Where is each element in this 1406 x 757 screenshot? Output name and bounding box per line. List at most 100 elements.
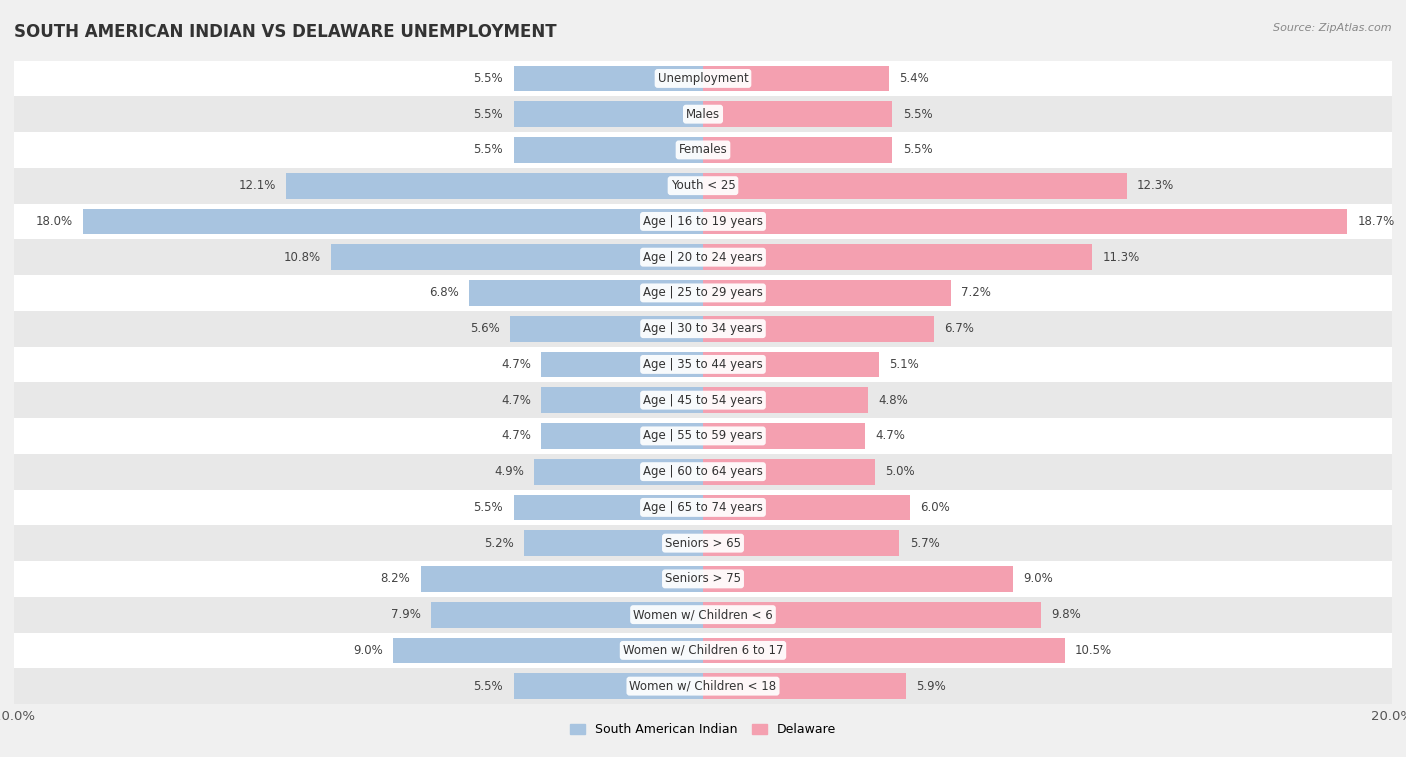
- Text: 9.0%: 9.0%: [353, 644, 382, 657]
- Text: 18.7%: 18.7%: [1358, 215, 1395, 228]
- Bar: [703, 602, 1040, 628]
- Text: 5.0%: 5.0%: [886, 465, 915, 478]
- Text: 12.1%: 12.1%: [239, 179, 276, 192]
- Text: 6.8%: 6.8%: [429, 286, 458, 300]
- Bar: [541, 423, 703, 449]
- Bar: [14, 418, 1392, 453]
- Text: 7.2%: 7.2%: [962, 286, 991, 300]
- Bar: [703, 531, 900, 556]
- Text: Women w/ Children < 6: Women w/ Children < 6: [633, 608, 773, 621]
- Text: 12.3%: 12.3%: [1137, 179, 1174, 192]
- Bar: [703, 673, 907, 699]
- Bar: [14, 561, 1392, 597]
- Bar: [14, 61, 1392, 96]
- Text: 4.7%: 4.7%: [501, 394, 531, 407]
- Text: Age | 60 to 64 years: Age | 60 to 64 years: [643, 465, 763, 478]
- Bar: [420, 566, 703, 592]
- Text: Males: Males: [686, 107, 720, 120]
- Text: 4.7%: 4.7%: [501, 429, 531, 442]
- Bar: [703, 459, 875, 484]
- Text: Females: Females: [679, 143, 727, 157]
- Text: 5.5%: 5.5%: [903, 107, 932, 120]
- Text: Age | 45 to 54 years: Age | 45 to 54 years: [643, 394, 763, 407]
- Bar: [524, 531, 703, 556]
- Bar: [513, 66, 703, 92]
- Text: 5.7%: 5.7%: [910, 537, 939, 550]
- Bar: [703, 494, 910, 520]
- Text: 9.8%: 9.8%: [1050, 608, 1081, 621]
- Text: Age | 25 to 29 years: Age | 25 to 29 years: [643, 286, 763, 300]
- Text: Unemployment: Unemployment: [658, 72, 748, 85]
- Text: Seniors > 75: Seniors > 75: [665, 572, 741, 585]
- Text: Age | 30 to 34 years: Age | 30 to 34 years: [643, 322, 763, 335]
- Bar: [703, 101, 893, 127]
- Bar: [703, 637, 1064, 663]
- Bar: [14, 382, 1392, 418]
- Text: Age | 20 to 24 years: Age | 20 to 24 years: [643, 251, 763, 263]
- Bar: [703, 423, 865, 449]
- Text: 5.5%: 5.5%: [474, 680, 503, 693]
- Bar: [14, 597, 1392, 633]
- Bar: [14, 668, 1392, 704]
- Bar: [703, 173, 1126, 198]
- Text: 5.9%: 5.9%: [917, 680, 946, 693]
- Bar: [14, 633, 1392, 668]
- Bar: [392, 637, 703, 663]
- Bar: [541, 388, 703, 413]
- Bar: [14, 347, 1392, 382]
- Text: 4.7%: 4.7%: [501, 358, 531, 371]
- Text: 8.2%: 8.2%: [381, 572, 411, 585]
- Text: SOUTH AMERICAN INDIAN VS DELAWARE UNEMPLOYMENT: SOUTH AMERICAN INDIAN VS DELAWARE UNEMPL…: [14, 23, 557, 41]
- Text: 5.5%: 5.5%: [474, 143, 503, 157]
- Bar: [541, 351, 703, 377]
- Text: 11.3%: 11.3%: [1102, 251, 1140, 263]
- Text: 10.8%: 10.8%: [284, 251, 321, 263]
- Bar: [14, 490, 1392, 525]
- Bar: [703, 208, 1347, 235]
- Bar: [14, 204, 1392, 239]
- Bar: [430, 602, 703, 628]
- Bar: [703, 388, 869, 413]
- Bar: [703, 137, 893, 163]
- Bar: [513, 101, 703, 127]
- Bar: [703, 280, 950, 306]
- Bar: [14, 311, 1392, 347]
- Text: 4.9%: 4.9%: [494, 465, 524, 478]
- Bar: [703, 66, 889, 92]
- Bar: [513, 137, 703, 163]
- Bar: [14, 239, 1392, 275]
- Text: Age | 35 to 44 years: Age | 35 to 44 years: [643, 358, 763, 371]
- Text: Seniors > 65: Seniors > 65: [665, 537, 741, 550]
- Bar: [14, 525, 1392, 561]
- Legend: South American Indian, Delaware: South American Indian, Delaware: [569, 724, 837, 737]
- Bar: [513, 494, 703, 520]
- Bar: [703, 245, 1092, 270]
- Bar: [703, 351, 879, 377]
- Bar: [330, 245, 703, 270]
- Text: 6.7%: 6.7%: [945, 322, 974, 335]
- Text: Age | 65 to 74 years: Age | 65 to 74 years: [643, 501, 763, 514]
- Text: 5.5%: 5.5%: [903, 143, 932, 157]
- Text: 5.5%: 5.5%: [474, 107, 503, 120]
- Text: Women w/ Children < 18: Women w/ Children < 18: [630, 680, 776, 693]
- Bar: [287, 173, 703, 198]
- Bar: [14, 132, 1392, 168]
- Bar: [703, 566, 1012, 592]
- Text: Source: ZipAtlas.com: Source: ZipAtlas.com: [1274, 23, 1392, 33]
- Text: Women w/ Children 6 to 17: Women w/ Children 6 to 17: [623, 644, 783, 657]
- Text: 10.5%: 10.5%: [1076, 644, 1112, 657]
- Text: 7.9%: 7.9%: [391, 608, 420, 621]
- Bar: [510, 316, 703, 341]
- Bar: [14, 275, 1392, 311]
- Bar: [14, 96, 1392, 132]
- Bar: [83, 208, 703, 235]
- Bar: [513, 673, 703, 699]
- Text: Age | 16 to 19 years: Age | 16 to 19 years: [643, 215, 763, 228]
- Bar: [14, 453, 1392, 490]
- Text: 9.0%: 9.0%: [1024, 572, 1053, 585]
- Text: 4.8%: 4.8%: [879, 394, 908, 407]
- Bar: [534, 459, 703, 484]
- Text: Age | 55 to 59 years: Age | 55 to 59 years: [643, 429, 763, 442]
- Bar: [703, 316, 934, 341]
- Text: Youth < 25: Youth < 25: [671, 179, 735, 192]
